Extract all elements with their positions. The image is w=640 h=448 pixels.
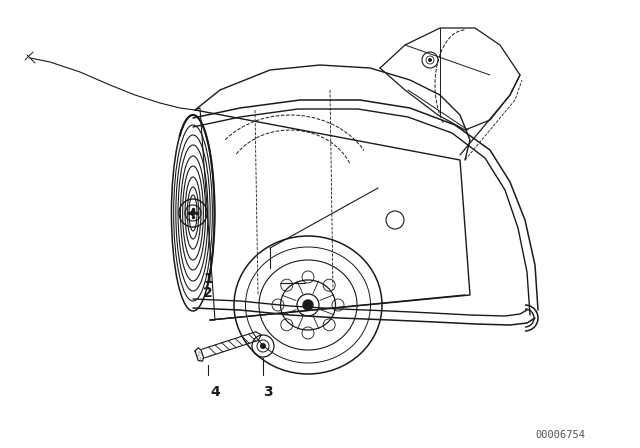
Circle shape bbox=[428, 58, 432, 62]
Text: 3: 3 bbox=[263, 385, 273, 399]
Circle shape bbox=[303, 300, 313, 310]
Circle shape bbox=[260, 343, 266, 349]
Text: 1: 1 bbox=[203, 272, 213, 286]
Text: 2: 2 bbox=[203, 286, 213, 300]
Text: 4: 4 bbox=[210, 385, 220, 399]
Text: 00006754: 00006754 bbox=[535, 430, 585, 440]
Circle shape bbox=[190, 210, 196, 216]
